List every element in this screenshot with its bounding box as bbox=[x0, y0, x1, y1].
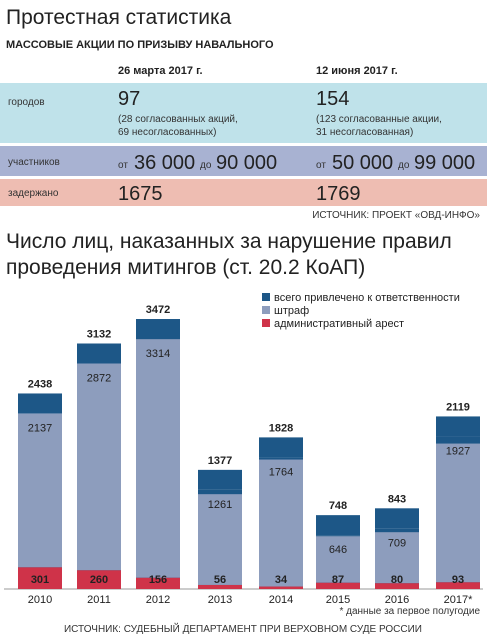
bar-arrest bbox=[375, 583, 419, 589]
footnote: * данные за первое полугодие bbox=[339, 606, 480, 617]
cell-to: до bbox=[398, 160, 410, 171]
cell-note: 31 несогласованная) bbox=[316, 127, 413, 138]
bar-arrest bbox=[136, 577, 180, 589]
table-source: ИСТОЧНИК: ПРОЕКТ «ОВД-ИНФО» bbox=[312, 210, 480, 221]
cell-to: до bbox=[200, 160, 212, 171]
x-tick-label: 2012 bbox=[146, 594, 170, 606]
bar-arrest bbox=[198, 584, 242, 589]
arrest-label: 93 bbox=[452, 574, 464, 586]
bar-fine bbox=[18, 413, 62, 568]
column-header: 26 марта 2017 г. bbox=[118, 65, 203, 77]
cell-from: от bbox=[316, 160, 326, 171]
bar-fine bbox=[436, 443, 480, 583]
arrest-label: 156 bbox=[149, 574, 167, 586]
bar-cap bbox=[136, 319, 180, 340]
bar-fine bbox=[77, 363, 121, 571]
x-tick-label: 2010 bbox=[28, 594, 52, 606]
arrest-label: 34 bbox=[275, 574, 288, 586]
bar-fine bbox=[259, 459, 303, 587]
arrest-label: 56 bbox=[214, 574, 226, 586]
fine-label: 1261 bbox=[208, 499, 232, 511]
bar-fine bbox=[136, 339, 180, 578]
legend-swatch bbox=[262, 306, 270, 314]
row-label: участников bbox=[8, 157, 60, 168]
x-tick-label: 2015 bbox=[326, 594, 350, 606]
bar-cap bbox=[436, 416, 480, 437]
total-label: 3472 bbox=[146, 304, 170, 316]
row-bg bbox=[0, 146, 487, 176]
x-tick-label: 2014 bbox=[269, 594, 293, 606]
bar-fine bbox=[375, 532, 419, 584]
row-bg bbox=[0, 83, 487, 143]
legend-label: штраф bbox=[274, 305, 309, 317]
cell-main: 154 bbox=[316, 88, 349, 110]
cell-main: 1675 bbox=[118, 183, 163, 205]
row-label: городов bbox=[8, 97, 45, 108]
fine-label: 1927 bbox=[446, 445, 470, 457]
fine-label: 2137 bbox=[28, 422, 52, 434]
arrest-label: 87 bbox=[332, 574, 344, 586]
bar-arrest bbox=[316, 582, 360, 589]
row-label: задержано bbox=[8, 188, 59, 199]
total-label: 843 bbox=[388, 493, 406, 505]
cell-low: 50 000 bbox=[332, 152, 393, 174]
cell-main: 1769 bbox=[316, 183, 361, 205]
bar-cap bbox=[316, 515, 360, 536]
column-header: 12 июня 2017 г. bbox=[316, 65, 398, 77]
cell-high: 99 000 bbox=[414, 152, 475, 174]
total-label: 748 bbox=[329, 500, 347, 512]
chart-title: Число лиц, наказанных за нарушение прави… bbox=[6, 230, 452, 253]
row-bg bbox=[0, 179, 487, 206]
bar-arrest bbox=[436, 582, 480, 589]
bar-fine bbox=[316, 536, 360, 583]
bar-fine bbox=[198, 494, 242, 585]
total-label: 1828 bbox=[269, 422, 293, 434]
total-label: 2438 bbox=[28, 378, 52, 390]
legend-swatch bbox=[262, 293, 270, 301]
legend-label: административный арест bbox=[274, 318, 404, 330]
chart-title: проведения митингов (ст. 20.2 КоАП) bbox=[6, 256, 365, 279]
bar-arrest bbox=[77, 570, 121, 589]
title: Протестная статистика bbox=[6, 6, 232, 29]
bar-arrest bbox=[259, 586, 303, 589]
cell-note: 69 несогласованных) bbox=[118, 127, 216, 138]
bar-cap bbox=[198, 469, 242, 490]
x-tick-label: 2013 bbox=[208, 594, 232, 606]
total-label: 3132 bbox=[87, 328, 111, 340]
bar-cap bbox=[77, 343, 121, 364]
arrest-label: 80 bbox=[391, 574, 403, 586]
cell-low: 36 000 bbox=[134, 152, 195, 174]
fine-label: 2872 bbox=[87, 372, 111, 384]
total-label: 2119 bbox=[446, 401, 470, 413]
chart-source: ИСТОЧНИК: СУДЕБНЫЙ ДЕПАРТАМЕНТ ПРИ ВЕРХО… bbox=[64, 622, 422, 635]
fine-label: 709 bbox=[388, 537, 406, 549]
legend-swatch bbox=[262, 319, 270, 327]
cell-from: от bbox=[118, 160, 128, 171]
cell-main: 97 bbox=[118, 88, 140, 110]
legend-label: всего привлечено к ответственности bbox=[274, 292, 460, 304]
fine-label: 1764 bbox=[269, 466, 293, 478]
bar-cap bbox=[18, 393, 62, 414]
fine-label: 3314 bbox=[146, 348, 170, 360]
x-tick-label: 2016 bbox=[385, 594, 409, 606]
x-tick-label: 2017* bbox=[444, 594, 473, 606]
subtitle: МАССОВЫЕ АКЦИИ ПО ПРИЗЫВУ НАВАЛЬНОГО bbox=[6, 39, 274, 51]
cell-note: (123 согласованные акции, bbox=[316, 114, 442, 125]
arrest-label: 301 bbox=[31, 574, 49, 586]
bar-cap bbox=[259, 437, 303, 458]
fine-label: 646 bbox=[329, 544, 347, 556]
total-label: 1377 bbox=[208, 455, 232, 467]
arrest-label: 260 bbox=[90, 574, 108, 586]
bar-arrest bbox=[18, 567, 62, 589]
x-tick-label: 2011 bbox=[87, 594, 111, 606]
bar-cap bbox=[375, 508, 419, 529]
cell-high: 90 000 bbox=[216, 152, 277, 174]
cell-note: (28 согласованных акций, bbox=[118, 114, 238, 125]
